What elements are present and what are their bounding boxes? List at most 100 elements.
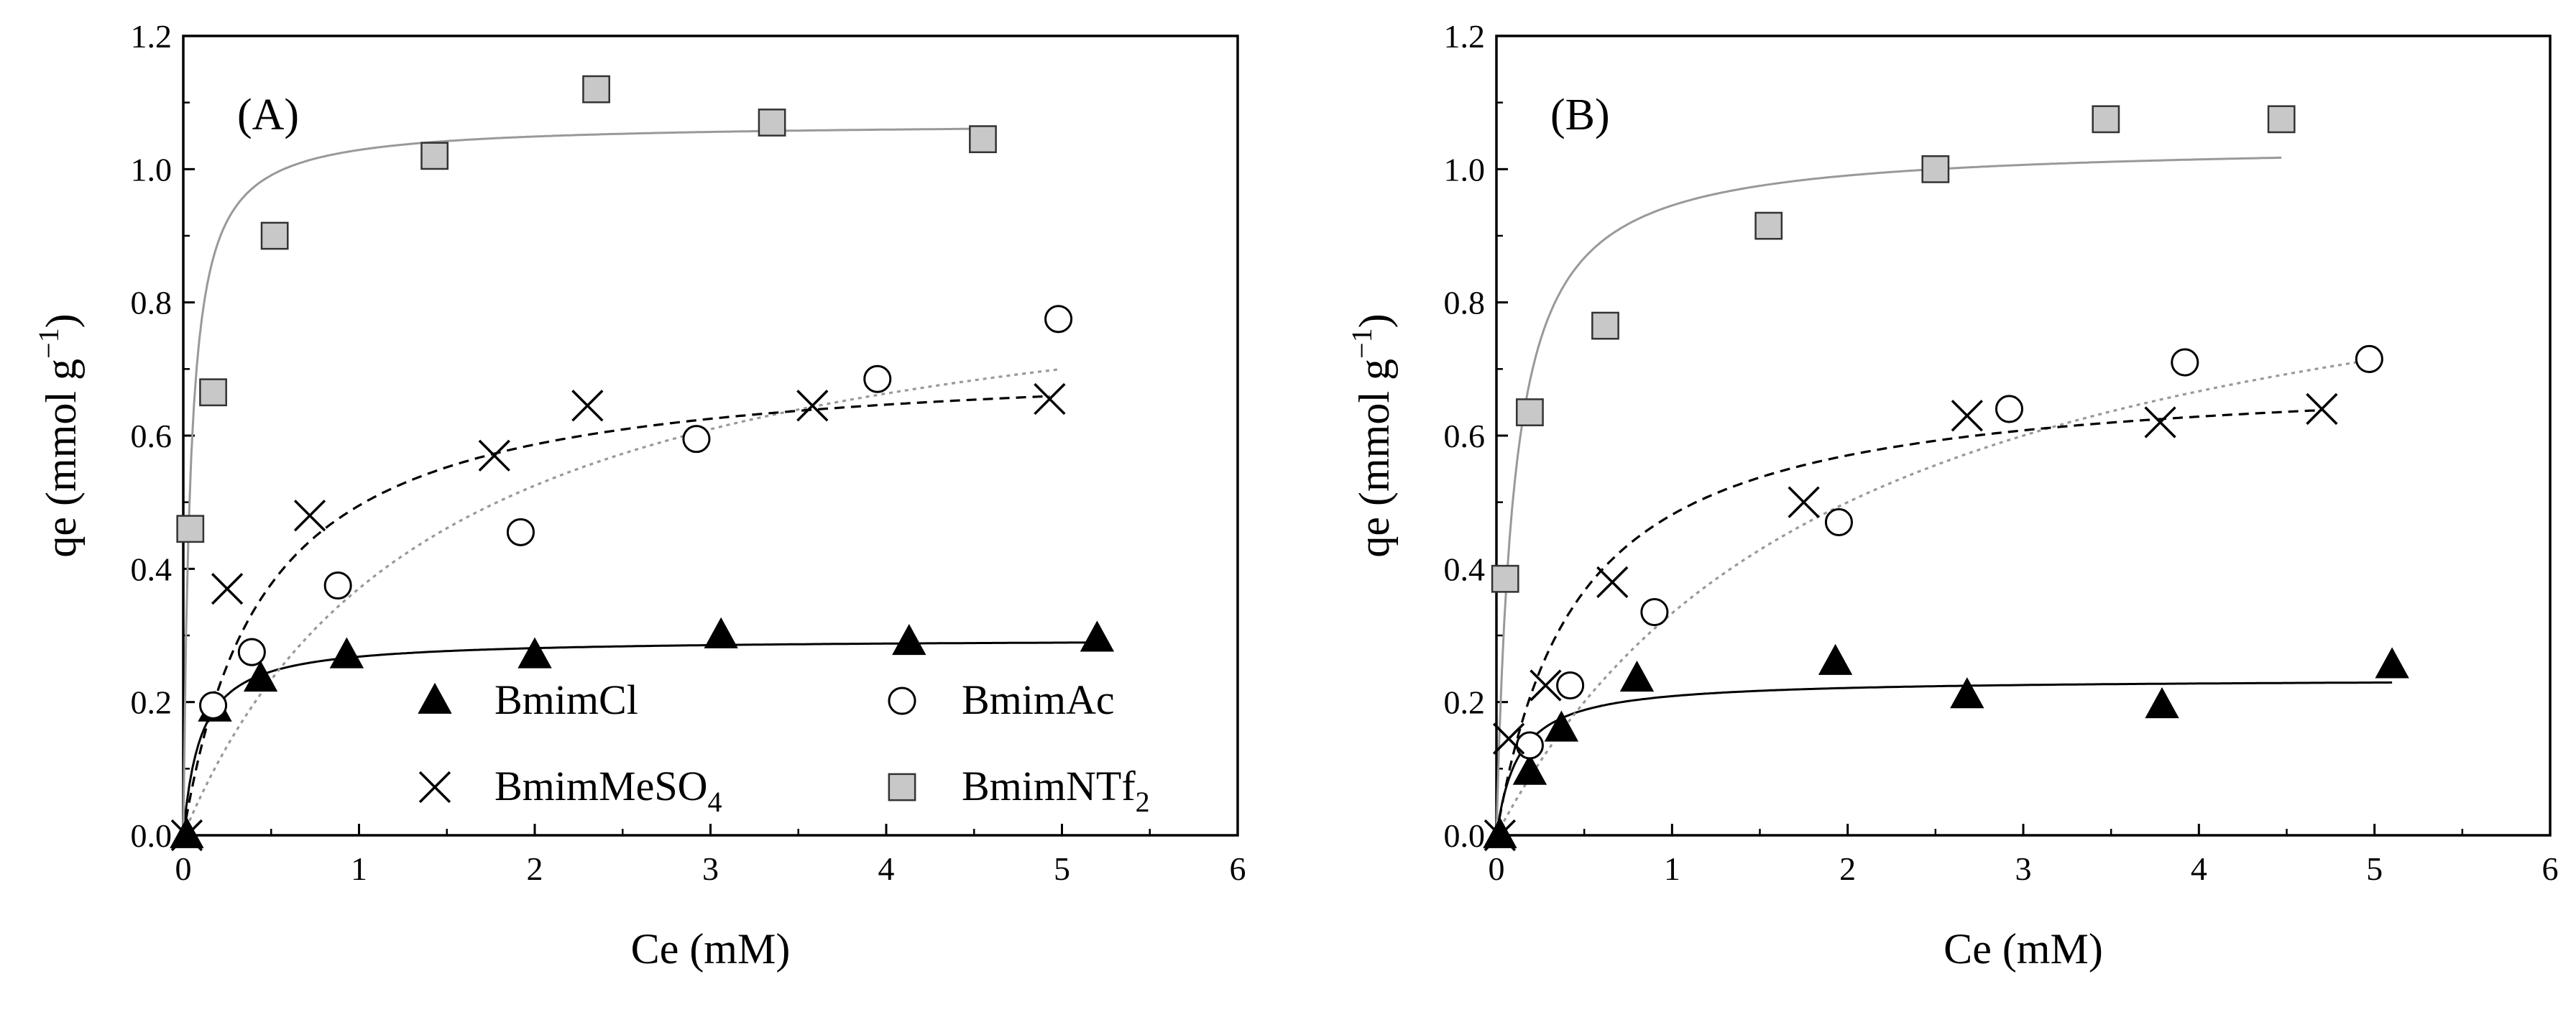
data-point [1516,398,1544,426]
series-bmimcl [170,617,1115,848]
data-point [506,518,535,546]
y-axis-title: qe (mmol g−1) [1346,313,1398,557]
y-axis-title-main: qe (mmol g [37,359,85,558]
data-point [1492,722,1525,755]
data-point [1034,382,1066,415]
x-tick-label: 1 [1664,850,1680,887]
y-tick-label: 1.2 [131,18,172,55]
series-bmimmeso [1484,392,2338,852]
legend-item-bmimac: BmimAc [888,676,1115,723]
fit-curve-bmimmeso [182,395,1050,836]
y-tick-label: 0.2 [1444,684,1486,721]
data-point [420,142,449,170]
legend-marker [418,682,452,714]
y-tick-label: 1.2 [1444,18,1486,55]
data-point [1824,508,1853,537]
x-axis-title: Ce (mM) [1944,925,2103,973]
data-point [1044,305,1073,334]
legend-label-main: BmimMeSO [494,763,708,809]
data-point [2171,348,2199,377]
data-point [323,571,352,600]
panel-a-chart: 0 1 2 3 4 5 6 0.0 0.2 0.4 0.6 0.8 1.0 1.2 Ce (mM) qe (m… [32,18,1246,973]
y-tick-label: 1.0 [1444,151,1486,188]
x-tick-label: 3 [2015,850,2032,887]
y-axis-title-superscript: −1 [32,328,65,359]
fit-curve-bmimmeso [1495,408,2322,836]
legend-label-main: BmimAc [962,676,1115,723]
y-tick-label: 0.0 [131,817,172,854]
legend-marker [888,686,916,715]
legend-label-main: BmimCl [494,676,638,723]
data-point [1921,155,1950,183]
y-tick-label: 0.4 [131,551,172,587]
x-tick-label: 1 [351,850,367,887]
data-point [1591,311,1619,340]
data-point [1754,211,1783,240]
data-point [1619,660,1655,692]
data-point [329,637,364,669]
data-point [1530,669,1562,702]
panel-label: (B) [1550,91,1610,139]
data-point [176,515,205,543]
legend-marker [888,773,916,802]
legend-label-main: BmimNTf [962,763,1136,809]
data-point [1951,400,1983,432]
data-point [892,624,926,656]
legend-label: BmimCl [494,676,638,723]
y-tick-label: 0.8 [1444,285,1486,321]
data-point [2145,687,2179,719]
legend-label-subscript: 2 [1136,786,1150,818]
series-bmimcl [1483,643,2409,848]
data-point [758,109,786,137]
x-tick-label: 4 [2191,850,2207,887]
data-point [863,364,892,393]
data-point [682,425,711,454]
data-point [1556,671,1585,700]
data-point [969,125,997,154]
x-tick-label: 2 [527,850,543,887]
legend: BmimCl BmimAc BmimMeSO4 BmimNTf2 [418,676,1150,818]
series-bmimac [1515,344,2383,760]
data-point [243,660,278,692]
data-point [2355,344,2383,373]
series-bmimmeso [170,382,1066,852]
legend-label: BmimMeSO4 [494,763,722,818]
data-point [2144,406,2176,438]
fit-curve-bmimntf [1495,156,2282,836]
y-axis-title-close: ) [37,313,85,328]
x-tick-label: 4 [878,850,895,887]
data-point [293,500,326,532]
panel-label: (A) [237,91,299,139]
data-point [1596,566,1629,599]
data-point [1640,598,1669,627]
data-point [1950,677,1984,709]
data-point [1080,620,1115,652]
y-axis-title-superscript: −1 [1346,328,1378,359]
x-tick-label: 0 [175,850,192,887]
data-point [518,637,552,669]
legend-label: BmimAc [962,676,1115,723]
y-tick-label: 0.6 [1444,418,1486,454]
data-point [170,819,203,852]
data-point [704,617,738,648]
y-tick-label: 0.8 [131,285,172,321]
y-tick-label: 0.6 [131,418,172,454]
data-point [1491,564,1519,593]
data-point [571,390,604,422]
x-tick-label: 3 [702,850,719,887]
data-point [199,691,228,720]
data-point [170,817,204,848]
legend-label: BmimNTf2 [962,763,1150,818]
data-point [1995,395,2023,423]
y-tick-label: 1.0 [131,151,172,188]
data-point [1544,710,1579,742]
data-point [1788,486,1820,518]
x-tick-label: 6 [2542,850,2559,887]
y-tick-label: 0.0 [1444,817,1486,854]
y-axis-title-close: ) [1351,313,1398,328]
data-point [2306,392,2338,426]
data-point [1483,817,1517,848]
x-tick-label: 0 [1489,850,1505,887]
data-point [260,221,289,250]
